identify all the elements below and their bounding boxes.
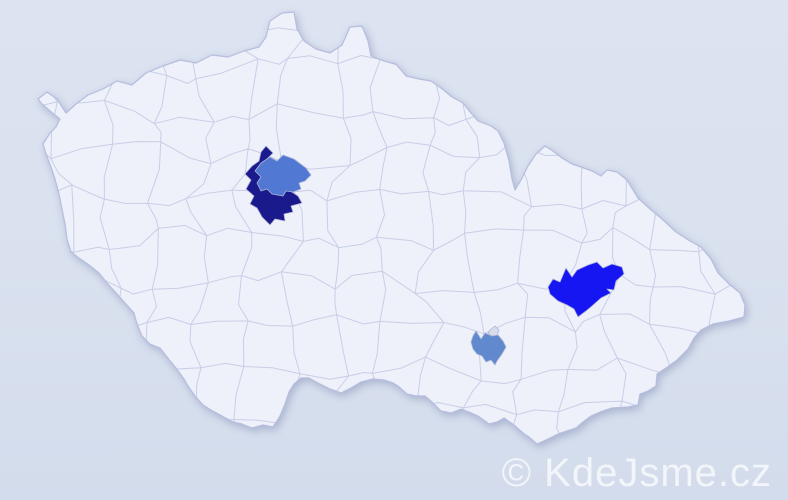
district-highlight-central-medium-blue bbox=[254, 154, 312, 197]
country-shape bbox=[38, 12, 745, 444]
district-highlight-southeast-light-blue bbox=[470, 330, 507, 366]
district-highlight-east-bright-blue bbox=[547, 261, 625, 318]
watermark: © KdeJsme.cz bbox=[501, 451, 772, 495]
country-outline bbox=[37, 11, 746, 445]
